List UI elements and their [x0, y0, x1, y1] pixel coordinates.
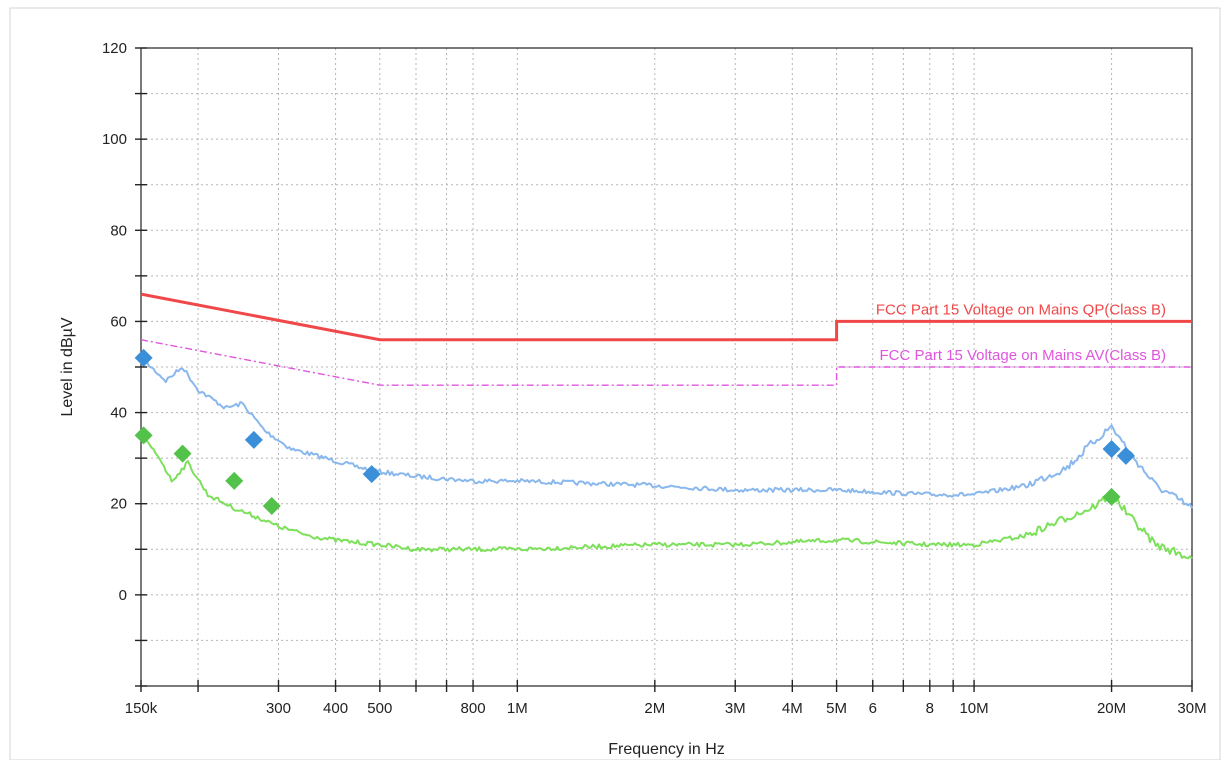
- y-tick-label: 60: [110, 313, 127, 330]
- peak-marker: [225, 471, 244, 490]
- y-tick-label: 120: [102, 40, 127, 57]
- peak-marker: [1116, 446, 1135, 465]
- peak-marker: [1102, 440, 1121, 459]
- limit-label: FCC Part 15 Voltage on Mains QP(Class B): [876, 301, 1166, 318]
- peak-marker: [134, 348, 153, 367]
- y-axis: 0 20 40 60 80 100 120: [102, 40, 147, 687]
- peak-marker: [244, 430, 263, 449]
- y-tick-label: 40: [110, 405, 127, 422]
- x-tick-label: 150k: [125, 700, 158, 717]
- x-tick-label: 4M: [782, 700, 803, 717]
- limit-line: [140, 339, 1192, 386]
- outer-frame: [9, 7, 1221, 760]
- y-axis-title: Level in dBµV: [59, 317, 76, 416]
- x-tick-label: 500: [367, 700, 392, 717]
- y-tick-label: 20: [110, 496, 127, 513]
- x-tick-label: 300: [266, 700, 291, 717]
- measurement-series: [140, 355, 1193, 560]
- limit-label: FCC Part 15 Voltage on Mains AV(Class B): [879, 347, 1166, 364]
- measurement-trace: [140, 355, 1193, 509]
- x-tick-label: 30M: [1177, 700, 1206, 717]
- grid: [141, 48, 1192, 686]
- peak-marker: [173, 444, 192, 463]
- x-tick-label: 2M: [644, 700, 665, 717]
- x-tick-label: 8: [926, 700, 934, 717]
- x-tick-label: 6: [869, 700, 877, 717]
- x-tick-label: 1M: [507, 700, 528, 717]
- x-tick-label: 400: [323, 700, 348, 717]
- y-tick-label: 80: [110, 222, 127, 239]
- limit-lines: [140, 292, 1192, 386]
- y-tick-label: 100: [102, 131, 127, 148]
- x-axis-title: Frequency in Hz: [608, 741, 725, 758]
- x-tick-label: 3M: [725, 700, 746, 717]
- peak-markers: [134, 348, 1135, 515]
- x-tick-label: 10M: [959, 700, 988, 717]
- x-tick-label: 800: [461, 700, 486, 717]
- peak-marker: [134, 426, 153, 445]
- x-tick-label: 20M: [1097, 700, 1126, 717]
- x-tick-label: 5M: [826, 700, 847, 717]
- x-axis: 150k 300 400 500 800 1M 2M 3M 4M 5M 6 8 10M 20M 30M: [125, 680, 1207, 717]
- peak-marker: [262, 496, 281, 515]
- measurement-trace: [141, 435, 1193, 560]
- peak-marker: [362, 465, 381, 484]
- peak-marker: [1102, 487, 1121, 506]
- limit-line: [140, 292, 1192, 342]
- limit-labels: FCC Part 15 Voltage on Mains QP(Class B)…: [876, 301, 1166, 364]
- y-tick-label: 0: [119, 587, 127, 604]
